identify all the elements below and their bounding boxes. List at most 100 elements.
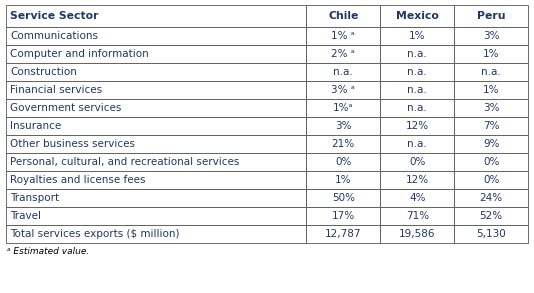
Text: Computer and information: Computer and information [10, 49, 149, 59]
Bar [380, 99, 454, 117]
Bar [6, 135, 306, 153]
Bar [454, 5, 528, 27]
Text: 50%: 50% [332, 193, 355, 203]
Text: n.a.: n.a. [407, 103, 427, 113]
Text: 24%: 24% [480, 193, 503, 203]
Text: 0%: 0% [483, 157, 499, 167]
Bar [380, 171, 454, 189]
Text: ᵃ Estimated value.: ᵃ Estimated value. [7, 248, 89, 256]
Text: 71%: 71% [406, 211, 429, 221]
Bar [6, 27, 306, 45]
Bar [6, 171, 306, 189]
Bar [6, 225, 306, 243]
Bar [380, 225, 454, 243]
Bar [6, 153, 306, 171]
Bar [454, 117, 528, 135]
Bar [380, 45, 454, 63]
Bar [306, 225, 380, 243]
Bar [306, 99, 380, 117]
Bar [306, 207, 380, 225]
Text: Communications: Communications [10, 31, 98, 41]
Text: 1%: 1% [335, 175, 351, 185]
Text: 4%: 4% [409, 193, 426, 203]
Bar [454, 45, 528, 63]
Text: Financial services: Financial services [10, 85, 102, 95]
Text: 1% ᵃ: 1% ᵃ [331, 31, 355, 41]
Text: 0%: 0% [483, 175, 499, 185]
Bar [6, 189, 306, 207]
Text: 1%: 1% [483, 85, 499, 95]
Text: Total services exports ($ million): Total services exports ($ million) [10, 229, 179, 239]
Bar [306, 189, 380, 207]
Text: 3% ᵃ: 3% ᵃ [331, 85, 355, 95]
Bar [380, 135, 454, 153]
Text: n.a.: n.a. [333, 67, 353, 77]
Text: 5,130: 5,130 [476, 229, 506, 239]
Text: Personal, cultural, and recreational services: Personal, cultural, and recreational ser… [10, 157, 239, 167]
Bar [454, 81, 528, 99]
Bar [380, 189, 454, 207]
Bar [380, 153, 454, 171]
Text: Transport: Transport [10, 193, 59, 203]
Bar [6, 99, 306, 117]
Text: 7%: 7% [483, 121, 499, 131]
Text: Other business services: Other business services [10, 139, 135, 149]
Text: n.a.: n.a. [407, 139, 427, 149]
Bar [6, 45, 306, 63]
Text: n.a.: n.a. [407, 67, 427, 77]
Text: Mexico: Mexico [396, 11, 439, 21]
Text: 17%: 17% [332, 211, 355, 221]
Bar [454, 171, 528, 189]
Bar [306, 153, 380, 171]
Bar [306, 81, 380, 99]
Bar [6, 81, 306, 99]
Bar [306, 171, 380, 189]
Bar [6, 63, 306, 81]
Text: n.a.: n.a. [407, 49, 427, 59]
Bar [380, 27, 454, 45]
Text: 2% ᵃ: 2% ᵃ [331, 49, 355, 59]
Bar [454, 135, 528, 153]
Text: 1%: 1% [409, 31, 426, 41]
Bar [454, 99, 528, 117]
Bar [454, 27, 528, 45]
Text: 12%: 12% [406, 175, 429, 185]
Bar [306, 63, 380, 81]
Text: n.a.: n.a. [481, 67, 501, 77]
Text: 1%: 1% [483, 49, 499, 59]
Text: Royalties and license fees: Royalties and license fees [10, 175, 145, 185]
Bar [454, 189, 528, 207]
Text: 9%: 9% [483, 139, 499, 149]
Bar [306, 5, 380, 27]
Text: Peru: Peru [477, 11, 506, 21]
Bar [380, 5, 454, 27]
Bar [6, 207, 306, 225]
Bar [380, 63, 454, 81]
Bar [6, 5, 306, 27]
Text: 3%: 3% [335, 121, 351, 131]
Text: Chile: Chile [328, 11, 358, 21]
Text: Government services: Government services [10, 103, 121, 113]
Text: 3%: 3% [483, 31, 499, 41]
Bar [380, 81, 454, 99]
Bar [306, 45, 380, 63]
Text: Travel: Travel [10, 211, 41, 221]
Text: 0%: 0% [335, 157, 351, 167]
Text: 1%ᵃ: 1%ᵃ [333, 103, 354, 113]
Text: 0%: 0% [409, 157, 426, 167]
Bar [454, 207, 528, 225]
Bar [306, 135, 380, 153]
Text: n.a.: n.a. [407, 85, 427, 95]
Text: Construction: Construction [10, 67, 77, 77]
Bar [306, 117, 380, 135]
Text: 52%: 52% [480, 211, 503, 221]
Text: 12,787: 12,787 [325, 229, 362, 239]
Text: 12%: 12% [406, 121, 429, 131]
Bar [380, 207, 454, 225]
Text: Insurance: Insurance [10, 121, 61, 131]
Bar [380, 117, 454, 135]
Bar [454, 63, 528, 81]
Bar [6, 117, 306, 135]
Text: 21%: 21% [332, 139, 355, 149]
Text: 19,586: 19,586 [399, 229, 436, 239]
